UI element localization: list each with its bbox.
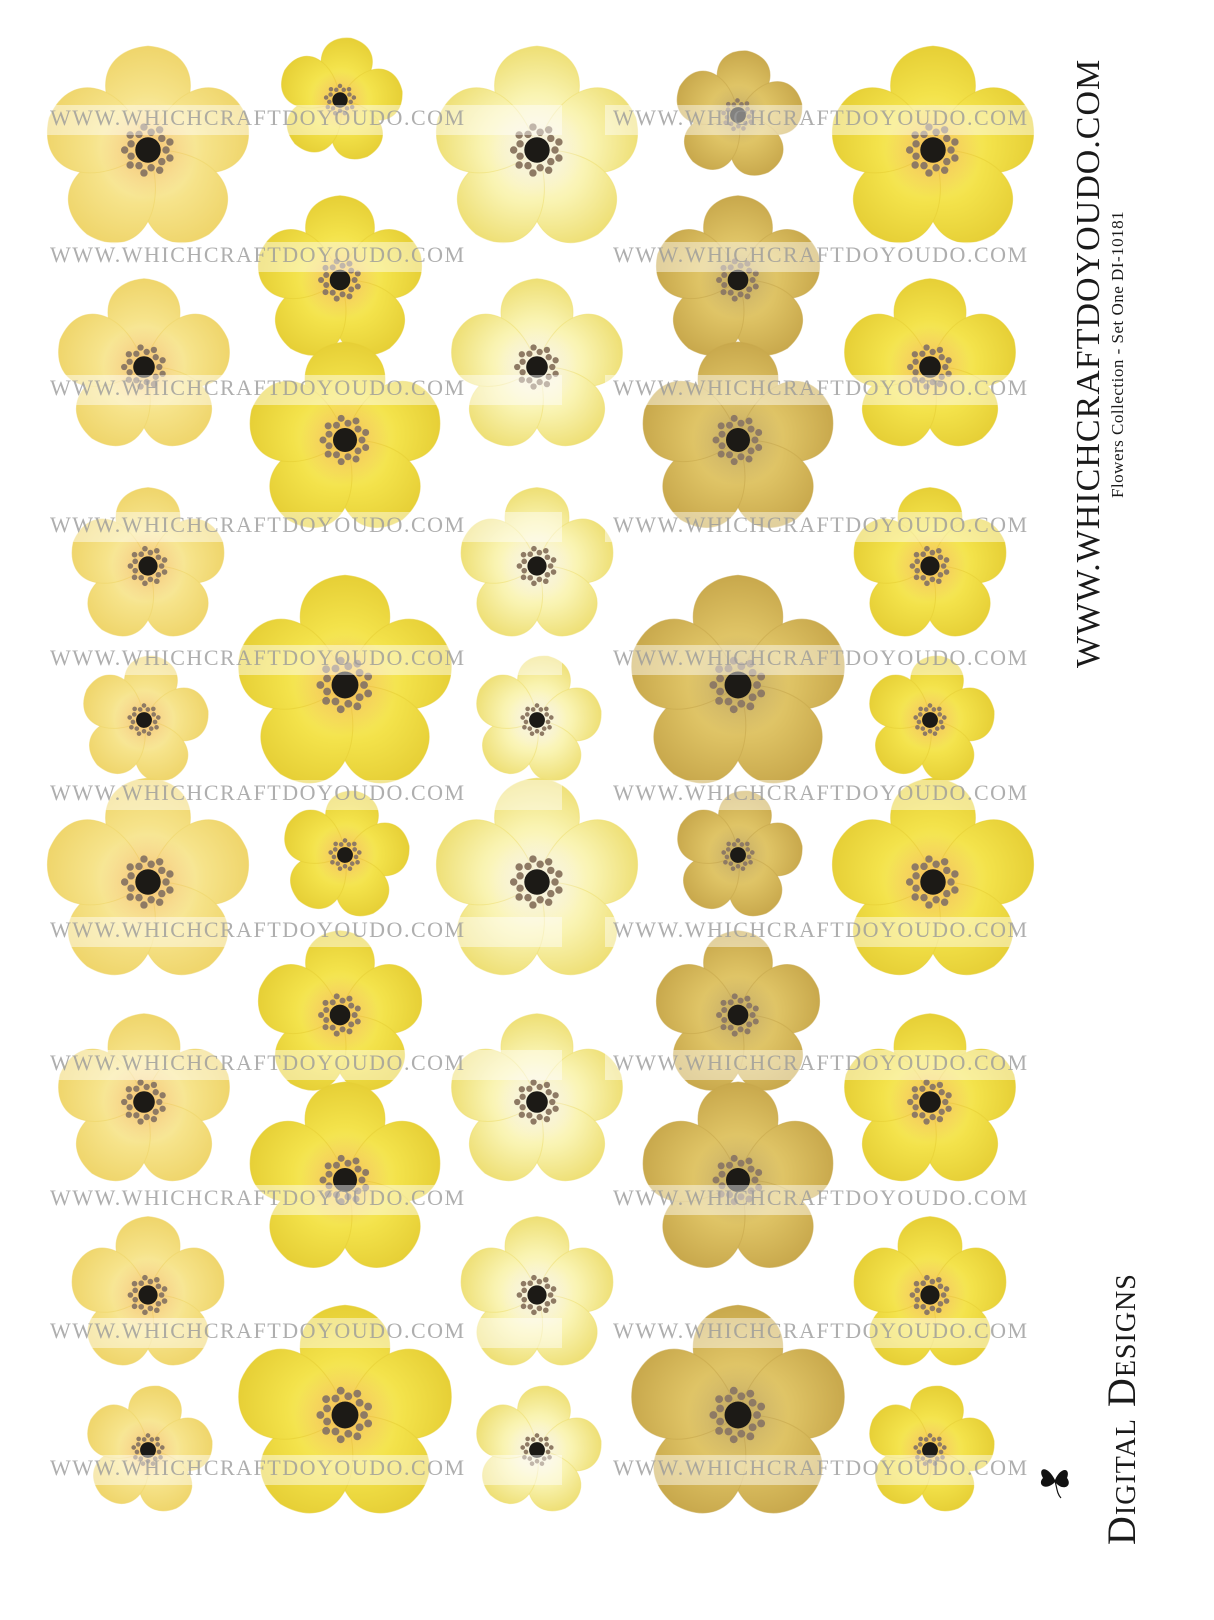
flower (71, 1216, 225, 1366)
flower (655, 930, 821, 1091)
flowers-layer (47, 37, 1034, 1514)
flower (460, 1216, 614, 1366)
watermark-text: WWW.WHICHCRAFTDOYOUDO.COM (613, 1455, 1029, 1480)
flower (451, 1013, 623, 1182)
flower (47, 45, 249, 244)
flower (436, 777, 638, 976)
flower (869, 1385, 995, 1512)
watermark-band (42, 375, 562, 405)
flower (655, 195, 821, 356)
watermark-text: WWW.WHICHCRAFTDOYOUDO.COM (50, 1455, 466, 1480)
flower (284, 790, 410, 917)
flower (832, 45, 1034, 244)
watermark-band (605, 1455, 1125, 1485)
collection-title: Flowers Collection - Set One DI-10181 (1108, 210, 1127, 498)
watermark-text: WWW.WHICHCRAFTDOYOUDO.COM (50, 512, 466, 537)
flower (631, 574, 845, 784)
watermark-band (605, 1318, 1125, 1348)
flower (238, 574, 452, 784)
watermark-text: WWW.WHICHCRAFTDOYOUDO.COM (50, 917, 466, 942)
watermark-band (42, 1185, 562, 1215)
flower (676, 50, 803, 176)
watermark-layer: WWW.WHICHCRAFTDOYOUDO.COM WWW.WHICHCRAFTD… (42, 105, 1125, 1485)
flower (832, 777, 1034, 976)
watermark-text: WWW.WHICHCRAFTDOYOUDO.COM (50, 645, 466, 670)
watermark-band (605, 1185, 1125, 1215)
watermark-band (42, 645, 562, 675)
watermark-text: WWW.WHICHCRAFTDOYOUDO.COM (50, 780, 466, 805)
watermark-band (42, 512, 562, 542)
flower (677, 790, 803, 917)
flower (869, 655, 995, 782)
butterfly-icon (1040, 1469, 1069, 1499)
watermark-band (42, 1050, 562, 1080)
watermark-band (605, 105, 1125, 135)
flower (476, 1385, 602, 1512)
watermark-text: WWW.WHICHCRAFTDOYOUDO.COM (613, 645, 1029, 670)
watermark-band (605, 1050, 1125, 1080)
watermark-text: WWW.WHICHCRAFTDOYOUDO.COM (613, 1050, 1029, 1075)
watermark-band (605, 242, 1125, 272)
flower (853, 1216, 1007, 1366)
flower (83, 655, 209, 782)
flower (257, 930, 423, 1091)
flower (71, 487, 225, 637)
watermark-band (605, 512, 1125, 542)
watermark-text: WWW.WHICHCRAFTDOYOUDO.COM (50, 375, 466, 400)
flower (642, 1081, 834, 1268)
watermark-text: WWW.WHICHCRAFTDOYOUDO.COM (50, 242, 466, 267)
flower (249, 341, 441, 528)
flower (87, 1385, 213, 1512)
watermark-band (42, 1318, 562, 1348)
flower (436, 45, 638, 244)
watermark-text: WWW.WHICHCRAFTDOYOUDO.COM (613, 1185, 1029, 1210)
flower (642, 341, 834, 528)
watermark-text: WWW.WHICHCRAFTDOYOUDO.COM (613, 512, 1029, 537)
flower (451, 278, 623, 447)
watermark-text: WWW.WHICHCRAFTDOYOUDO.COM (613, 242, 1029, 267)
flower (460, 487, 614, 637)
watermark-text: WWW.WHICHCRAFTDOYOUDO.COM (50, 1318, 466, 1343)
flower (281, 37, 403, 160)
watermark-text: WWW.WHICHCRAFTDOYOUDO.COM (50, 1185, 466, 1210)
flower (249, 1081, 441, 1268)
flower (47, 777, 249, 976)
flower (58, 278, 230, 447)
watermark-band (42, 1455, 562, 1485)
watermark-band (42, 780, 562, 810)
watermark-text: WWW.WHICHCRAFTDOYOUDO.COM (613, 917, 1029, 942)
watermark-text: WWW.WHICHCRAFTDOYOUDO.COM (613, 1318, 1029, 1343)
watermark-text: WWW.WHICHCRAFTDOYOUDO.COM (50, 1050, 466, 1075)
watermark-band (605, 645, 1125, 675)
watermark-text: WWW.WHICHCRAFTDOYOUDO.COM (613, 105, 1029, 130)
watermark-text: WWW.WHICHCRAFTDOYOUDO.COM (613, 375, 1029, 400)
watermark-band (42, 105, 562, 135)
site-url-label: WWW.WHICHCRAFTDOYOUDO.COM (1070, 58, 1107, 668)
flower (476, 655, 602, 782)
flower (631, 1304, 845, 1514)
flower (844, 1013, 1016, 1182)
watermark-text: WWW.WHICHCRAFTDOYOUDO.COM (50, 105, 466, 130)
watermark-band (605, 917, 1125, 947)
flower (853, 487, 1007, 637)
watermark-band (605, 780, 1125, 810)
flower (844, 278, 1016, 447)
flower (238, 1304, 452, 1514)
watermark-band (42, 917, 562, 947)
watermark-band (605, 375, 1125, 405)
watermark-text: WWW.WHICHCRAFTDOYOUDO.COM (613, 780, 1029, 805)
flower (58, 1013, 230, 1182)
flower (257, 195, 423, 356)
brand-name: Digital Designs (1099, 1273, 1144, 1545)
watermark-band (42, 242, 562, 272)
